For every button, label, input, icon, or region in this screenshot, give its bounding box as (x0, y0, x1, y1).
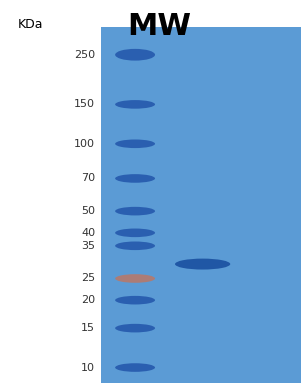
Text: 35: 35 (81, 241, 95, 251)
Ellipse shape (175, 258, 230, 269)
FancyBboxPatch shape (101, 27, 301, 383)
Ellipse shape (115, 363, 155, 372)
Text: 20: 20 (81, 295, 95, 305)
Text: KDa: KDa (18, 18, 44, 30)
Text: 70: 70 (81, 174, 95, 183)
Text: 50: 50 (81, 206, 95, 216)
Text: MW: MW (128, 12, 192, 41)
Ellipse shape (115, 274, 155, 283)
Ellipse shape (115, 100, 155, 109)
Ellipse shape (115, 49, 155, 61)
Ellipse shape (115, 242, 155, 250)
Ellipse shape (115, 296, 155, 305)
Ellipse shape (115, 207, 155, 215)
Ellipse shape (115, 140, 155, 148)
Ellipse shape (115, 174, 155, 183)
Ellipse shape (115, 324, 155, 332)
Text: 40: 40 (81, 228, 95, 238)
Ellipse shape (115, 228, 155, 237)
Text: 100: 100 (74, 139, 95, 149)
Text: 250: 250 (74, 50, 95, 60)
Text: 150: 150 (74, 99, 95, 109)
Text: 25: 25 (81, 273, 95, 283)
Text: 15: 15 (81, 323, 95, 333)
Text: 10: 10 (81, 362, 95, 373)
